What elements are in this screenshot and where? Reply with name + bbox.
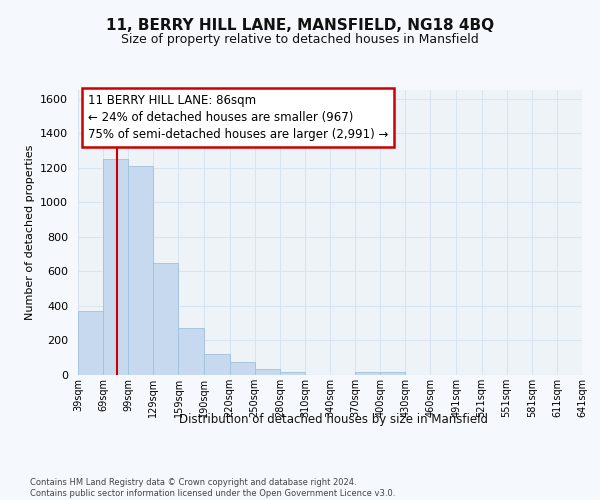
Bar bbox=[128, 166, 154, 375]
Bar bbox=[178, 328, 205, 375]
Y-axis label: Number of detached properties: Number of detached properties bbox=[25, 145, 35, 320]
Bar bbox=[78, 311, 103, 375]
Bar bbox=[154, 262, 178, 375]
Bar bbox=[230, 362, 254, 375]
Bar bbox=[103, 159, 128, 375]
Text: 11 BERRY HILL LANE: 86sqm
← 24% of detached houses are smaller (967)
75% of semi: 11 BERRY HILL LANE: 86sqm ← 24% of detac… bbox=[88, 94, 388, 142]
Bar bbox=[355, 372, 380, 375]
Text: Contains HM Land Registry data © Crown copyright and database right 2024.
Contai: Contains HM Land Registry data © Crown c… bbox=[30, 478, 395, 498]
Text: Size of property relative to detached houses in Mansfield: Size of property relative to detached ho… bbox=[121, 32, 479, 46]
Bar bbox=[280, 372, 305, 375]
Text: Distribution of detached houses by size in Mansfield: Distribution of detached houses by size … bbox=[179, 412, 488, 426]
Bar bbox=[205, 354, 230, 375]
Bar bbox=[254, 369, 280, 375]
Bar bbox=[380, 372, 406, 375]
Text: 11, BERRY HILL LANE, MANSFIELD, NG18 4BQ: 11, BERRY HILL LANE, MANSFIELD, NG18 4BQ bbox=[106, 18, 494, 32]
